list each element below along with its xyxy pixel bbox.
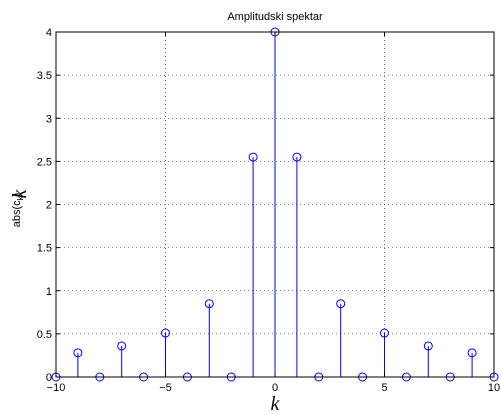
stem-marker (204, 299, 214, 309)
y-tick-label: 3.5 (37, 70, 52, 82)
chart-title: Amplitudski spektar (227, 11, 323, 23)
stem-marker (161, 328, 170, 338)
y-tick-label: 0 (46, 372, 52, 384)
y-tick-label: 3 (46, 113, 52, 125)
stem-marker (248, 152, 258, 162)
y-axis-label-sub: k (16, 195, 25, 200)
y-axis-label-close: ) (11, 193, 23, 197)
x-tick-label: 0 (272, 382, 278, 394)
x-axis-label: k (271, 393, 281, 415)
y-axis-label-main: abs(c (11, 200, 23, 227)
x-tick-label: 10 (488, 382, 500, 394)
stem-marker (467, 348, 477, 358)
stem-marker (336, 299, 346, 309)
y-tick-label: 2 (46, 200, 52, 212)
y-tick-label: 2.5 (37, 156, 52, 168)
x-tick-label: 5 (381, 382, 387, 394)
x-tick-label: −10 (47, 382, 66, 394)
stem-marker (292, 152, 302, 162)
svg-text:abs(ck): abs(ck) (11, 193, 25, 228)
stem-marker (117, 341, 127, 351)
y-tick-label: 1 (46, 286, 52, 298)
y-tick-label: 0.5 (37, 329, 52, 341)
stem-marker (73, 348, 83, 358)
stem-marker (423, 341, 433, 351)
stem-marker (380, 328, 389, 338)
y-tick-label: 4 (46, 27, 52, 39)
y-axis-label-overlay: k (9, 188, 31, 198)
y-tick-label: 1.5 (37, 243, 52, 255)
y-axis-label: abs(ck) k (9, 188, 31, 227)
x-tick-label: −5 (159, 382, 172, 394)
axis-ticks: −10 −5 0 5 10 0 0.5 1 1.5 2 2.5 3 3.5 4 (37, 27, 500, 394)
